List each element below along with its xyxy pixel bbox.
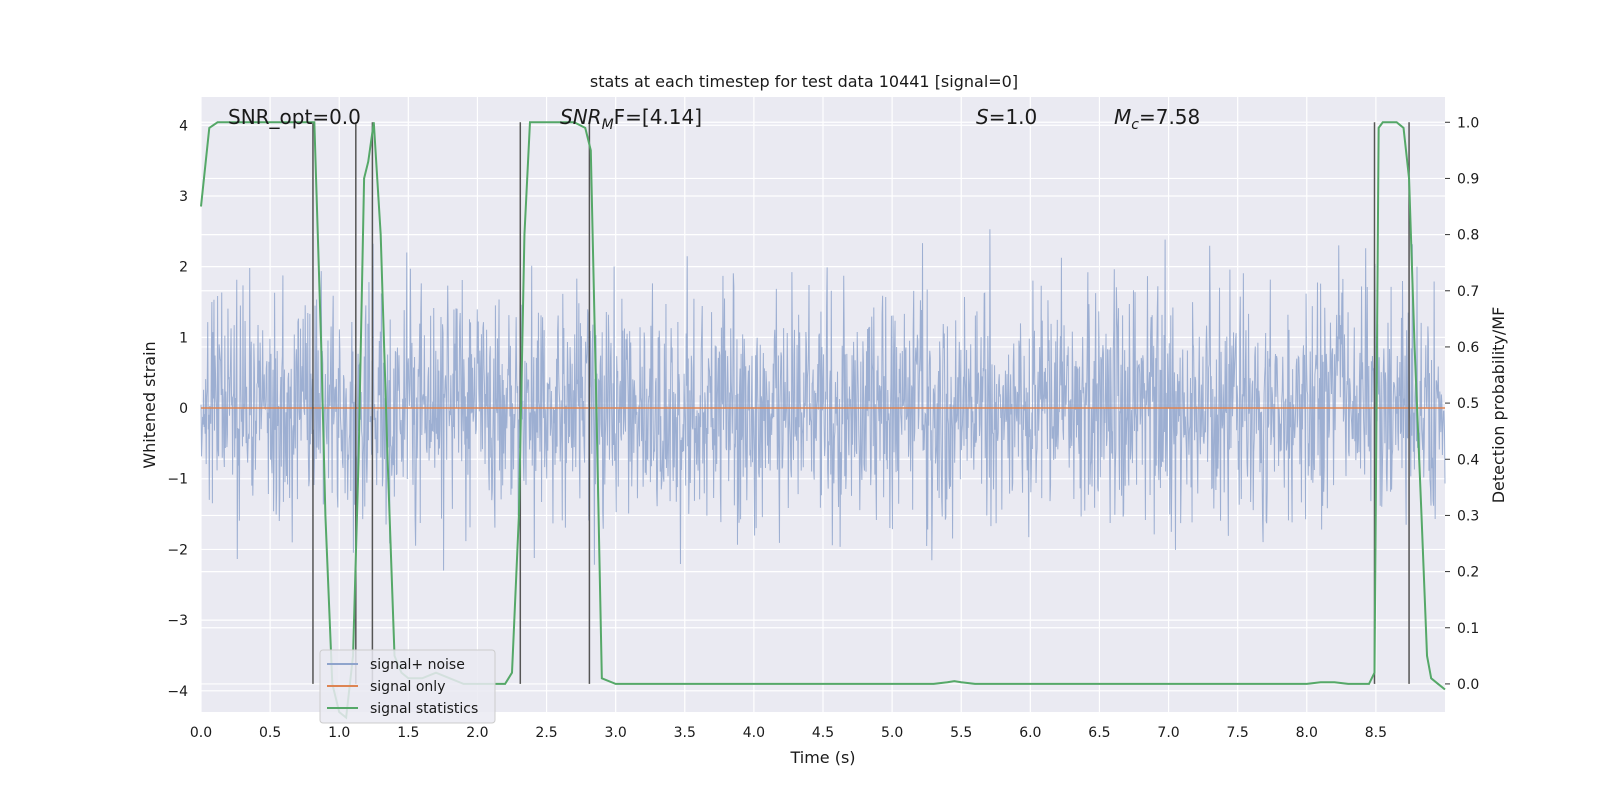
x-tick-label: 6.0 [1019, 725, 1041, 741]
series-signal-noise [200, 229, 1446, 571]
x-tick-label: 2.5 [535, 725, 557, 741]
y2-tick-label: 0.8 [1457, 228, 1479, 244]
x-tick-label: 5.5 [950, 725, 972, 741]
legend-box [319, 649, 496, 724]
annotation-mc-rest: =7.58 [1139, 105, 1200, 129]
x-tick-label: 4.5 [812, 725, 834, 741]
tick-labels: 0.0 0.5 1.0 1.5 2.0 2.5 3.0 3.5 4.0 4.5 5.0 5.5 6.0 6… [167, 115, 1479, 741]
y2-tick-label: 0.0 [1457, 677, 1479, 693]
y2-tick-label: 0.1 [1457, 621, 1479, 637]
legend: signal+ noise signal only signal statist… [319, 649, 496, 724]
chart-title: stats at each timestep for test data 104… [590, 72, 1018, 91]
annotation-mc-sub: c [1131, 117, 1139, 133]
x-tick-label: 7.0 [1157, 725, 1179, 741]
x-axis-label: Time (s) [789, 748, 855, 767]
y2-axis-label: Detection probability/MF [1489, 307, 1508, 504]
x-tick-label: 1.5 [397, 725, 419, 741]
y-tick-label: 3 [179, 189, 188, 205]
annotation-mc: Mc=7.58 [1114, 105, 1200, 133]
legend-label-signal-only: signal only [370, 679, 445, 695]
y-tick-label: 0 [179, 401, 188, 417]
series-signal-statistics [200, 121, 1446, 720]
annotation-snr-opt: SNR_opt=0.0 [228, 105, 361, 129]
annotation-s: S=1.0 [976, 105, 1037, 129]
x-tick-label: 4.0 [743, 725, 765, 741]
noise-trace [200, 229, 1446, 571]
y-tick-label: −2 [167, 542, 188, 558]
annotation-snr-mf-rest: F=[4.14] [614, 105, 702, 129]
annotation-mc-base: M [1114, 105, 1131, 129]
y-axis-label: Whitened strain [140, 341, 159, 468]
y-tick-label: −3 [167, 613, 188, 629]
y2-tick-label: 0.3 [1457, 508, 1479, 524]
x-tick-label: 8.0 [1296, 725, 1318, 741]
annotation-snr-mf-base: SNR [560, 105, 602, 129]
y-tick-label: 1 [179, 330, 188, 346]
y2-tick-label: 0.9 [1457, 171, 1479, 187]
y-tick-label: −4 [167, 684, 188, 700]
annotation-s-base: S [976, 105, 989, 129]
x-tick-label: 6.5 [1088, 725, 1110, 741]
y-tick-label: −1 [167, 472, 188, 488]
x-tick-label: 3.0 [605, 725, 627, 741]
statistics-trace [200, 121, 1446, 720]
y-tick-label: 4 [179, 118, 188, 134]
annotation-snr-mf-sub: M [602, 117, 614, 133]
y-tick-label: 2 [179, 260, 188, 276]
legend-label-noise: signal+ noise [370, 657, 465, 673]
x-tick-label: 1.0 [328, 725, 350, 741]
annotation-s-rest: =1.0 [989, 105, 1038, 129]
annotation-snr-mf: SNRMF=[4.14] [560, 105, 702, 133]
x-tick-label: 5.0 [881, 725, 903, 741]
y2-tick-label: 1.0 [1457, 115, 1479, 131]
legend-label-statistics: signal statistics [370, 701, 478, 717]
y2-tick-label: 0.7 [1457, 284, 1479, 300]
x-tick-label: 0.5 [259, 725, 281, 741]
x-tick-label: 3.5 [674, 725, 696, 741]
y2-tick-label: 0.2 [1457, 565, 1479, 581]
y2-tick-label: 0.4 [1457, 452, 1479, 468]
x-tick-label: 7.5 [1227, 725, 1249, 741]
y2-tick-label: 0.6 [1457, 340, 1479, 356]
x-tick-label: 8.5 [1365, 725, 1387, 741]
x-tick-label: 0.0 [190, 725, 212, 741]
y2-tick-label: 0.5 [1457, 396, 1479, 412]
x-tick-label: 2.0 [466, 725, 488, 741]
